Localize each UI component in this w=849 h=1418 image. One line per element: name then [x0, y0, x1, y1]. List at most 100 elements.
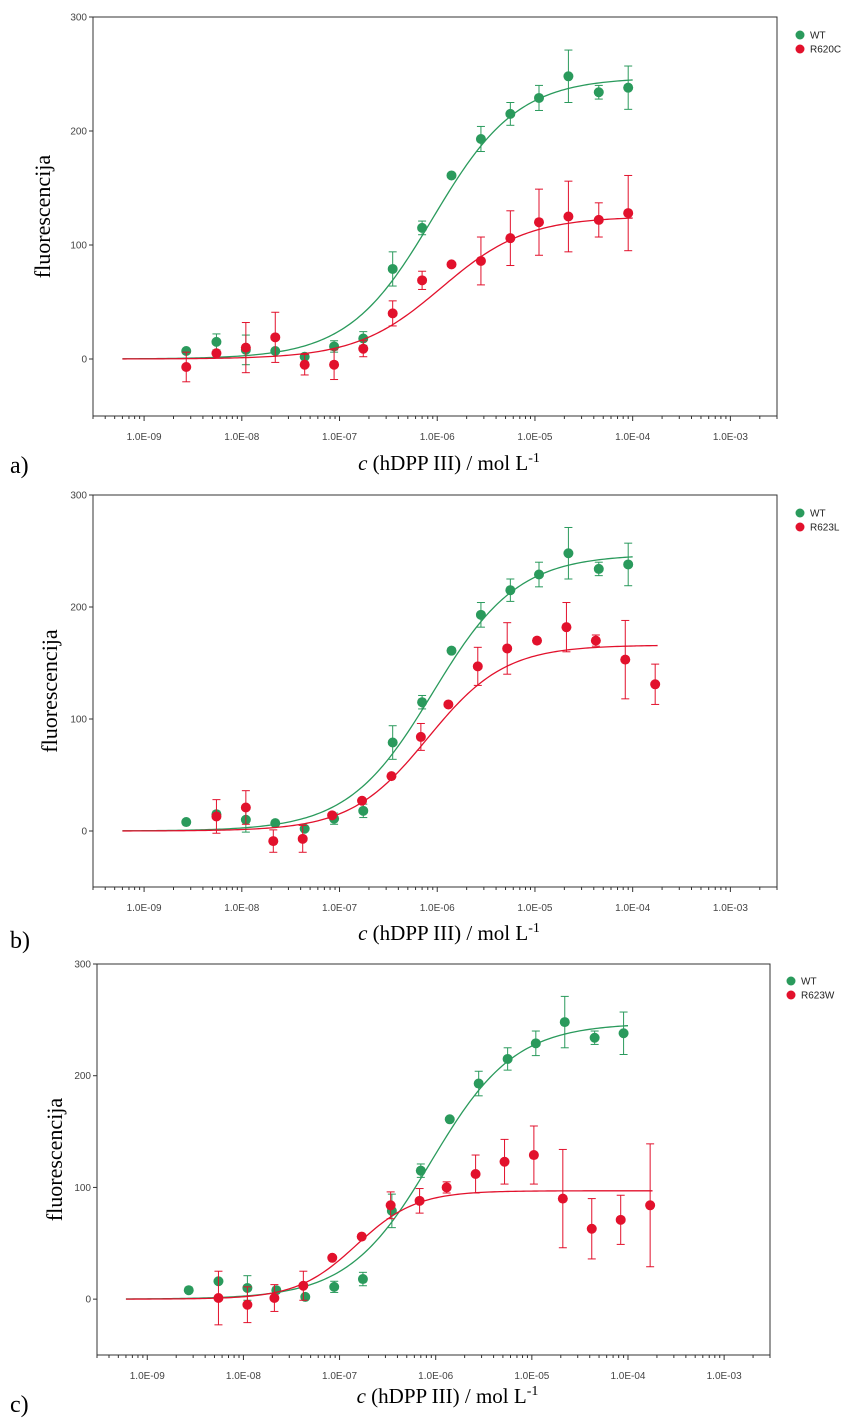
y-tick-label: 0 [81, 827, 87, 838]
data-point [533, 217, 544, 228]
data-point [446, 645, 457, 656]
data-point [615, 1214, 626, 1225]
series-wt [122, 526, 634, 834]
x-tick-label: 1.0E-04 [615, 432, 650, 443]
x-tick-label: 1.0E-05 [517, 432, 552, 443]
data-point [532, 635, 543, 646]
legend-entry: R620C [810, 45, 841, 56]
x-axis-label-superscript: -1 [528, 451, 540, 466]
data-point [650, 679, 661, 690]
y-tick-label: 300 [74, 960, 91, 971]
data-point [499, 1156, 510, 1167]
data-point [505, 585, 516, 596]
data-point [533, 569, 544, 580]
data-point [329, 1281, 340, 1292]
series-r623w [125, 1125, 656, 1326]
series-r620c [122, 174, 634, 383]
data-point [299, 823, 310, 834]
panel-letter: b) [10, 928, 30, 954]
data-point [475, 609, 486, 620]
y-tick-label: 300 [70, 13, 87, 24]
data-point [505, 108, 516, 119]
legend-entry: WT [801, 977, 817, 988]
data-point [475, 255, 486, 266]
data-point [213, 1293, 224, 1304]
data-point [211, 811, 222, 822]
data-point [623, 208, 634, 219]
x-axis-label: c (hDPP III) / mol L-1 [358, 451, 540, 475]
data-point [181, 361, 192, 372]
x-axis-label: c (hDPP III) / mol L-1 [357, 1384, 539, 1408]
data-point [505, 233, 516, 244]
data-point [620, 654, 631, 665]
data-point [559, 1017, 570, 1028]
x-tick-label: 1.0E-05 [517, 903, 552, 914]
chart-panel-1: 0 100 200 300 1.0E-09 1.0E-08 1.0E-07 1.0E-06 1.… [10, 13, 841, 480]
legend-marker [786, 976, 796, 986]
x-tick-label: 1.0E-03 [713, 903, 748, 914]
x-tick-label: 1.0E-03 [713, 432, 748, 443]
data-point [530, 1038, 541, 1049]
plot-frame [92, 16, 778, 417]
x-tick-label: 1.0E-05 [514, 1371, 549, 1382]
data-point [270, 332, 281, 343]
legend-marker [795, 30, 805, 40]
data-point [387, 737, 398, 748]
data-point [356, 1231, 367, 1242]
data-point [268, 836, 279, 847]
legend-entry: WT [810, 509, 826, 520]
y-axis-label: fluorescencija [37, 629, 62, 753]
data-point [183, 1285, 194, 1296]
x-tick-label: 1.0E-04 [615, 903, 650, 914]
data-point [417, 697, 428, 708]
data-point [358, 805, 369, 816]
y-tick-label: 200 [74, 1071, 91, 1082]
plot-frame [96, 963, 771, 1356]
data-point [415, 731, 426, 742]
data-point [593, 563, 604, 574]
data-point [593, 214, 604, 225]
x-tick-label: 1.0E-07 [322, 903, 357, 914]
data-point [444, 1114, 455, 1125]
data-point [240, 342, 251, 353]
legend-marker [795, 508, 805, 518]
x-axis-label-text: (hDPP III) / mol L [366, 1384, 527, 1408]
data-point [563, 71, 574, 82]
fit-curve [125, 1025, 629, 1300]
data-point [327, 810, 338, 821]
data-point [533, 92, 544, 103]
panel-letter: c) [10, 1392, 29, 1418]
data-point [446, 170, 457, 181]
data-point [357, 795, 368, 806]
y-tick-label: 200 [70, 127, 87, 138]
data-point [470, 1169, 481, 1180]
panel-letter: a) [10, 453, 29, 479]
x-axis-label-symbol: c [358, 451, 368, 475]
y-tick-label: 100 [70, 241, 87, 252]
x-axis-label-superscript: -1 [528, 921, 540, 936]
data-point [473, 1078, 484, 1089]
data-point [211, 336, 222, 347]
x-axis-label-text: (hDPP III) / mol L [367, 921, 528, 945]
y-tick-label: 200 [70, 603, 87, 614]
data-point [358, 343, 369, 354]
y-axis-label: fluorescencija [42, 1098, 67, 1222]
data-point [645, 1200, 656, 1211]
y-tick-label: 0 [85, 1295, 91, 1306]
data-point [242, 1299, 253, 1310]
data-point [181, 817, 192, 828]
series-wt [122, 49, 634, 366]
chart-panel-2: 0 100 200 300 1.0E-09 1.0E-08 1.0E-07 1.0E-06 1.… [10, 491, 840, 955]
data-point [472, 661, 483, 672]
series-r623l [122, 602, 661, 853]
data-point [329, 359, 340, 370]
data-point [528, 1150, 539, 1161]
data-point [386, 771, 397, 782]
x-tick-label: 1.0E-08 [224, 903, 259, 914]
data-point [415, 1165, 426, 1176]
y-tick-label: 300 [70, 491, 87, 502]
y-axis-label: fluorescencija [30, 155, 55, 279]
data-point [211, 348, 222, 359]
fit-curve [122, 217, 633, 360]
data-point [563, 211, 574, 222]
